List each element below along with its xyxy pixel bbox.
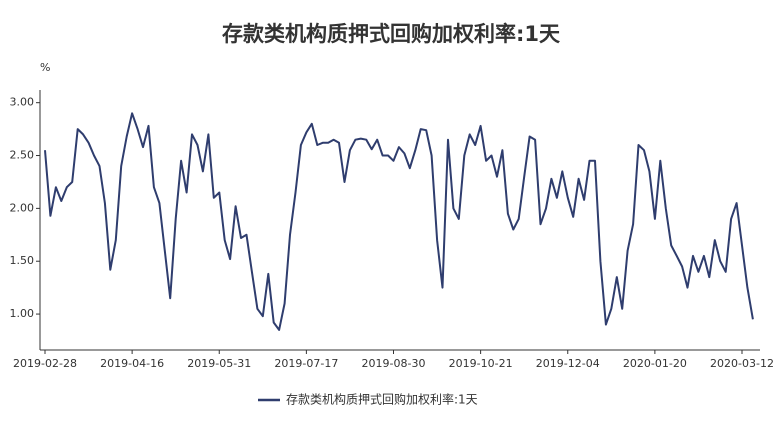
x-tick-label: 2020-03-12 [710,357,774,370]
y-tick-label: 2.50 [10,149,35,162]
x-tick-label: 2019-10-21 [449,357,513,370]
y-tick-label: 3.00 [10,96,35,109]
x-tick-label: 2020-01-20 [623,357,687,370]
y-axis-label: % [40,61,50,74]
data-line [44,112,754,331]
x-tick-label: 2019-04-16 [100,357,164,370]
x-tick-label: 2019-12-04 [536,357,600,370]
y-tick-label: 2.00 [10,201,35,214]
legend-label: 存款类机构质押式回购加权利率:1天 [286,392,478,407]
x-tick-label: 2019-08-30 [362,357,426,370]
y-tick-label: 1.00 [10,307,35,320]
chart-title: 存款类机构质押式回购加权利率:1天 [222,22,561,46]
y-tick-label: 1.50 [10,254,35,267]
x-tick-label: 2019-07-17 [274,357,338,370]
x-tick-label: 2019-05-31 [187,357,251,370]
x-tick-label: 2019-02-28 [13,357,77,370]
